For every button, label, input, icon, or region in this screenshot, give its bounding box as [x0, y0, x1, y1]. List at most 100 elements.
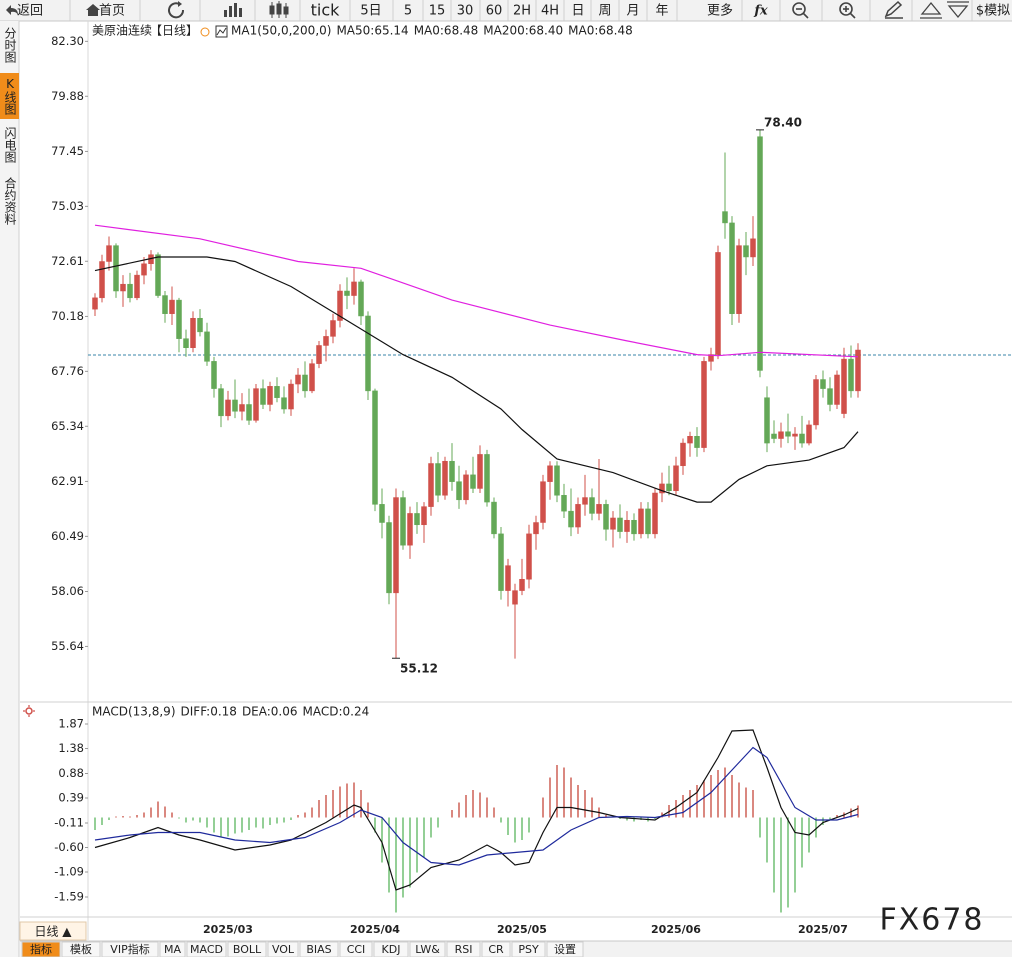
- candle-body: [617, 517, 623, 532]
- toolbar-button[interactable]: $模拟: [976, 4, 1010, 19]
- bottom-tab[interactable]: KDJ: [382, 943, 401, 956]
- toolbar-button[interactable]: 周: [598, 4, 611, 19]
- candle-body: [820, 379, 826, 389]
- bottom-tab[interactable]: MA: [164, 943, 181, 956]
- candle-body: [358, 281, 364, 317]
- bottom-tab[interactable]: BIAS: [306, 943, 331, 956]
- triangle-up-icon[interactable]: [920, 1, 942, 19]
- tab-bg: [446, 941, 481, 957]
- candle-body: [162, 295, 168, 314]
- bottom-tab[interactable]: CCI: [347, 943, 366, 956]
- bottom-tab[interactable]: 设置: [554, 943, 576, 956]
- candle-body: [393, 497, 399, 594]
- candle-body: [169, 299, 175, 314]
- toolbar-button[interactable]: 5: [404, 4, 412, 19]
- sidebar-bg: [0, 21, 19, 957]
- ma-line: [94, 224, 859, 358]
- zoom-in-icon[interactable]: [839, 2, 856, 19]
- bottom-tab[interactable]: MACD: [190, 943, 223, 956]
- home-icon[interactable]: [86, 4, 100, 16]
- bottom-tab[interactable]: CR: [488, 943, 504, 956]
- tab-bg: [373, 941, 409, 957]
- candle-body: [407, 513, 413, 546]
- toolbar-button[interactable]: 60: [486, 4, 503, 19]
- candle-body: [547, 465, 553, 482]
- y-tick-label: 77.45: [51, 144, 84, 158]
- candle-body: [239, 404, 245, 412]
- toolbar-button[interactable]: 2H: [513, 4, 531, 19]
- price-axis: 82.30 79.88 77.45 75.03 72.61 70.18 67.76 65.34…: [51, 34, 88, 653]
- bottom-tab[interactable]: VIP指标: [110, 942, 149, 956]
- legend-item: DIFF:0.18: [181, 705, 237, 719]
- bottom-tab[interactable]: 指标: [30, 942, 52, 956]
- toolbar-button[interactable]: 5日: [360, 4, 381, 19]
- x-tick-label: 2025/03: [203, 923, 253, 936]
- legend-item: MA0:68.48: [414, 24, 479, 38]
- candle-body: [274, 386, 280, 398]
- tab-bg: [21, 941, 61, 957]
- period-button-bg[interactable]: [19, 921, 87, 941]
- candle-body: [540, 481, 546, 523]
- toolbar-separators: [69, 0, 973, 21]
- back-icon[interactable]: [6, 5, 18, 15]
- candle-body: [666, 483, 672, 491]
- candle-body: [764, 397, 770, 444]
- toolbar-button[interactable]: 年: [655, 4, 668, 19]
- candle-body: [127, 283, 133, 299]
- toolbar-button[interactable]: fx: [753, 4, 768, 19]
- candle-body: [841, 358, 847, 414]
- y-tick-label: 62.91: [51, 474, 84, 488]
- x-tick-label: 2025/06: [651, 923, 701, 936]
- candle-body: [582, 497, 588, 505]
- pen-icon[interactable]: [884, 0, 903, 19]
- candle-body: [428, 463, 434, 507]
- legend-item: MA1(50,0,200,0): [231, 24, 331, 38]
- toolbar-button[interactable]: 日: [571, 4, 584, 19]
- candle-body: [526, 533, 532, 580]
- sidebar-tab[interactable]: 合约资料: [3, 176, 17, 225]
- triangle-down-icon[interactable]: [947, 1, 969, 19]
- candle-body: [295, 374, 301, 385]
- sidebar-tab[interactable]: K线图: [3, 77, 17, 115]
- chart-icon[interactable]: [224, 3, 242, 17]
- period-button[interactable]: 日线 ▲: [34, 925, 72, 939]
- toolbar-button[interactable]: 30: [457, 4, 474, 19]
- toolbar-button[interactable]: 返回: [17, 4, 43, 19]
- bottom-tab[interactable]: BOLL: [233, 943, 262, 956]
- zoom-out-icon[interactable]: [792, 2, 809, 19]
- toolbar-button[interactable]: 更多: [707, 3, 733, 19]
- bottom-tab[interactable]: VOL: [272, 943, 295, 956]
- bottom-tab[interactable]: LW&: [415, 943, 440, 956]
- macd-settings-icon[interactable]: [25, 707, 33, 715]
- bottom-tab[interactable]: 模板: [70, 942, 92, 956]
- y-tick-label: 67.76: [51, 364, 84, 378]
- candle-body: [771, 433, 777, 439]
- toolbar-button[interactable]: 月: [626, 4, 639, 19]
- y-tick-label: 72.61: [51, 254, 84, 268]
- candle-body: [757, 136, 763, 371]
- candle-body: [435, 463, 441, 496]
- candle-body: [323, 336, 329, 346]
- candle-body: [106, 245, 112, 262]
- candle-icon[interactable]: [269, 1, 289, 18]
- tab-bg: [101, 941, 159, 957]
- toolbar-button[interactable]: 15: [429, 4, 446, 19]
- indicator-checkbox[interactable]: [215, 25, 228, 38]
- candle-body: [344, 290, 350, 296]
- toolbar-button[interactable]: tick: [311, 1, 341, 20]
- toolbar-button[interactable]: 4H: [541, 4, 559, 19]
- candle-body: [596, 504, 602, 514]
- candle-body: [750, 238, 756, 258]
- bottom-tab[interactable]: PSY: [518, 943, 539, 956]
- bottom-tab[interactable]: RSI: [455, 943, 473, 956]
- candle-body: [694, 436, 700, 448]
- sidebar-tab[interactable]: 闪电图: [3, 127, 17, 163]
- toolbar-button[interactable]: 首页: [99, 4, 125, 19]
- refresh-icon[interactable]: [168, 2, 185, 19]
- y-tick-label: 58.06: [51, 584, 84, 598]
- tab-bg: [186, 941, 227, 957]
- candle-body: [778, 431, 784, 439]
- add-indicator-icon[interactable]: [200, 27, 210, 37]
- sidebar-tab[interactable]: 分时图: [3, 27, 17, 63]
